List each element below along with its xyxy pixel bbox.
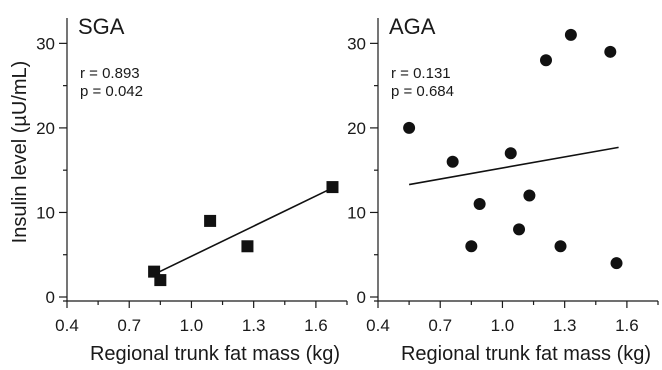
aga-x-tick-label: 1.3 [553, 316, 577, 335]
aga-data-point [446, 155, 459, 168]
sga-data-point [241, 240, 254, 253]
sga-y-tick-label: 30 [36, 34, 55, 53]
aga-data-point [473, 198, 486, 210]
sga-data-point [204, 214, 217, 227]
aga-x-tick-label: 1.0 [491, 316, 515, 335]
aga-y-tick-label: 0 [357, 288, 366, 307]
aga-data-point [465, 240, 478, 253]
sga-panel-title: SGA [78, 14, 125, 39]
aga-data-point [540, 54, 552, 67]
aga-data-point [604, 45, 617, 58]
sga-x-tick-label: 1.0 [180, 316, 204, 335]
aga-data-point [554, 240, 567, 253]
aga-data-point [403, 121, 416, 134]
aga-y-tick-label: 30 [347, 34, 366, 53]
aga-data-point [564, 28, 577, 41]
sga-fit-line [155, 187, 333, 275]
sga-x-tick-label: 0.4 [55, 316, 79, 335]
aga-y-tick-label: 10 [347, 203, 366, 222]
sga-x-tick-label: 0.7 [117, 316, 141, 335]
aga-x-axis-title: Regional trunk fat mass (kg) [401, 343, 651, 365]
sga-r-value: r = 0.893 [80, 65, 140, 82]
aga-x-tick-label: 1.6 [615, 316, 639, 335]
aga-y-tick-label: 20 [347, 119, 366, 138]
y-axis-title: Insulin level (µU/mL) [9, 61, 31, 244]
sga-y-tick-label: 0 [46, 288, 55, 307]
sga-x-axis-title: Regional trunk fat mass (kg) [90, 343, 340, 365]
aga-data-point [504, 147, 517, 160]
sga-x-tick-label: 1.3 [242, 316, 266, 335]
aga-x-tick-label: 0.7 [428, 316, 452, 335]
sga-x-tick-label: 1.6 [304, 316, 328, 335]
aga-x-tick-label: 0.4 [366, 316, 390, 335]
aga-data-point [610, 257, 623, 270]
sga-data-point [154, 274, 167, 287]
sga-p-value: p = 0.042 [80, 83, 143, 100]
sga-data-point [326, 181, 339, 194]
aga-data-point [513, 223, 526, 236]
sga-y-tick-label: 20 [36, 119, 55, 138]
aga-p-value: p = 0.684 [391, 83, 454, 100]
aga-r-value: r = 0.131 [391, 65, 451, 82]
aga-fit-line [408, 146, 619, 186]
aga-data-point [523, 189, 536, 202]
sga-y-tick-label: 10 [36, 203, 55, 222]
aga-panel-title: AGA [389, 14, 436, 39]
